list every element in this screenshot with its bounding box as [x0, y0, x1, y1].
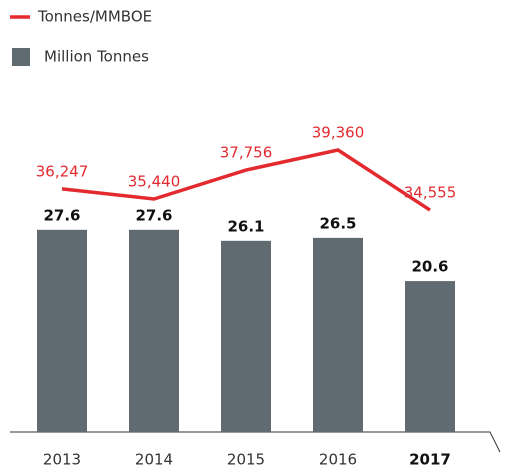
x-tick-label: 2013 — [43, 451, 81, 469]
x-tick-label: 2016 — [319, 451, 357, 469]
line-value-label: 39,360 — [312, 124, 365, 142]
x-tick-label: 2015 — [227, 451, 265, 469]
line-value-label: 34,555 — [404, 184, 457, 202]
line-value-label: 36,247 — [36, 162, 89, 180]
legend-label: Million Tonnes — [44, 48, 149, 66]
bar-value-label: 26.5 — [319, 214, 356, 232]
legend-bar-swatch — [12, 48, 30, 66]
line-value-label: 37,756 — [220, 144, 273, 162]
x-tick-label: 2014 — [135, 451, 173, 469]
bar — [221, 240, 271, 432]
bar-value-label: 27.6 — [135, 206, 172, 224]
bar-value-label: 20.6 — [411, 258, 448, 276]
baseline — [10, 431, 501, 453]
legend-label: Tonnes/MMBOE — [37, 8, 152, 26]
line-value-label: 35,440 — [128, 173, 181, 191]
line — [61, 148, 431, 212]
bar-value-label: 26.1 — [227, 217, 264, 235]
bar — [37, 229, 87, 432]
bar-value-label: 27.6 — [43, 206, 80, 224]
bar — [313, 237, 363, 432]
bar — [129, 229, 179, 432]
bar — [405, 281, 455, 432]
x-tick-label: 2017 — [409, 451, 451, 469]
